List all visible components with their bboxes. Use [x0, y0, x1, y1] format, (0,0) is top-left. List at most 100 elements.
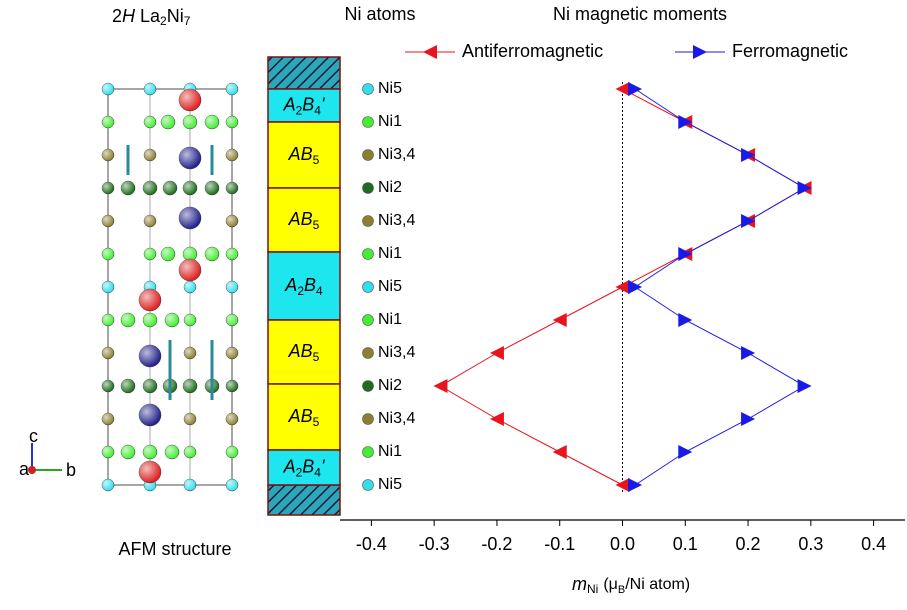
block-label-part: B	[302, 94, 314, 114]
atom-shine	[226, 479, 238, 491]
structure-caption: AFM structure	[118, 539, 231, 559]
x-tick-label: 0.1	[673, 534, 698, 554]
block-label-part: AB	[288, 341, 313, 361]
block-label-part: B	[304, 275, 316, 295]
block-label-part: 5	[313, 218, 320, 232]
legend-label: Antiferromagnetic	[462, 41, 603, 61]
marker	[553, 445, 567, 459]
atom-shine	[102, 182, 114, 194]
atom-shine	[226, 83, 238, 95]
atom-shine	[121, 181, 135, 195]
atom-shine	[226, 182, 238, 194]
atom-dot	[363, 282, 374, 293]
atom-shine	[139, 404, 161, 426]
marker	[678, 313, 692, 327]
atom-shine	[102, 83, 114, 95]
atom-dot	[363, 117, 374, 128]
atom-shine	[121, 445, 135, 459]
atom-shine	[102, 479, 114, 491]
y-tick-label: Ni5	[378, 278, 402, 295]
label-part: Ni	[587, 582, 598, 596]
block-label-part: '	[321, 456, 325, 476]
x-tick-label: -0.2	[481, 534, 512, 554]
atom-shine	[139, 461, 161, 483]
figure: 2HLa2Ni7 Ni atoms Ni magnetic moments AF…	[0, 0, 907, 610]
atom-shine	[179, 89, 201, 111]
block-label-part: 5	[313, 153, 320, 167]
atom-shine	[143, 181, 157, 195]
atom-shine	[144, 248, 156, 260]
atom-shine	[143, 379, 157, 393]
atom-shine	[139, 345, 161, 367]
atom-shine	[165, 313, 179, 327]
label-part: (μ	[603, 576, 618, 593]
marker	[490, 412, 504, 426]
marker	[616, 82, 630, 96]
atom-shine	[163, 181, 177, 195]
atom-shine	[102, 248, 114, 260]
axis-c: c	[29, 426, 38, 446]
atom-shine	[144, 83, 156, 95]
x-axis-label: mNi(μB/Ni atom)	[572, 574, 690, 596]
x-tick-label: 0.2	[736, 534, 761, 554]
atom-dot	[363, 315, 374, 326]
atom-dot	[363, 183, 374, 194]
atom-shine	[184, 413, 196, 425]
atom-shine	[139, 289, 161, 311]
y-tick-label: Ni3,4	[378, 410, 415, 427]
atom-shine	[102, 149, 114, 161]
block-label-part: AB	[288, 144, 313, 164]
y-tick-label: Ni2	[378, 179, 402, 196]
label-part: /Ni atom)	[625, 576, 690, 593]
marker	[628, 82, 642, 96]
block-label-part: AB	[288, 209, 313, 229]
atom-shine	[226, 314, 238, 326]
atom-shine	[102, 314, 114, 326]
atom-shine	[226, 215, 238, 227]
y-tick-label: Ni1	[378, 443, 402, 460]
atom-dot	[363, 447, 374, 458]
atom-shine	[102, 413, 114, 425]
atom-shine	[183, 181, 197, 195]
hatched-block	[268, 57, 340, 89]
hatched-block	[268, 485, 340, 515]
marker	[433, 379, 447, 393]
atom-shine	[179, 259, 201, 281]
atom-shine	[121, 379, 135, 393]
block-label-part: AB	[288, 406, 313, 426]
atom-shine	[226, 413, 238, 425]
atom-dot	[363, 249, 374, 260]
atom-shine	[205, 247, 219, 261]
atom-shine	[144, 215, 156, 227]
atom-shine	[102, 347, 114, 359]
atom-shine	[226, 446, 238, 458]
atom-shine	[143, 313, 157, 327]
atom-shine	[205, 115, 219, 129]
atom-dot	[363, 348, 374, 359]
atom-shine	[102, 380, 114, 392]
crystal-structure	[102, 83, 238, 491]
atom-shine	[226, 248, 238, 260]
atom-shine	[161, 247, 175, 261]
atom-shine	[184, 347, 196, 359]
atom-shine	[183, 115, 197, 129]
marker	[490, 346, 504, 360]
atom-shine	[226, 149, 238, 161]
x-tick-label: 0.3	[798, 534, 823, 554]
atom-shine	[184, 479, 196, 491]
atom-dot	[363, 480, 374, 491]
atom-shine	[102, 215, 114, 227]
marker	[628, 478, 642, 492]
axis-a: a	[19, 459, 30, 479]
x-tick-label: 0.4	[861, 534, 886, 554]
atom-shine	[184, 446, 196, 458]
title-part: Ni	[167, 6, 184, 26]
atom-shine	[226, 347, 238, 359]
atom-shine	[144, 116, 156, 128]
atom-shine	[144, 149, 156, 161]
atom-shine	[102, 281, 114, 293]
label-part: m	[572, 574, 587, 594]
title-part: 2	[112, 6, 122, 26]
title-part: H	[122, 6, 136, 26]
atom-shine	[121, 313, 135, 327]
